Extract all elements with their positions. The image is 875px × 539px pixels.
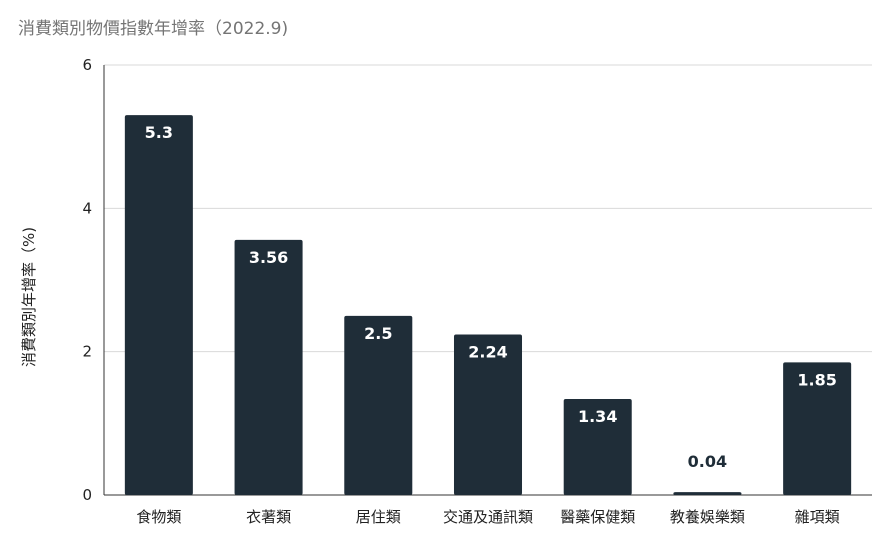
bars [124, 115, 852, 496]
bar [234, 239, 303, 495]
y-axis-label: 消費類別年增率（%) [20, 227, 38, 367]
bar [563, 398, 632, 495]
y-tick-label: 0 [82, 486, 92, 504]
bar [783, 362, 852, 495]
bar [344, 315, 413, 495]
y-tick-label: 6 [82, 56, 92, 74]
y-tick-label: 2 [82, 343, 92, 361]
x-tick-label: 教養娛樂類 [670, 508, 745, 526]
data-label: 1.34 [578, 407, 617, 426]
bar [124, 115, 193, 496]
labels: 0 2 4 6 5.3 食物類 3.56 衣著類 2.5 居住類 2.24 交通及通訊類 1.34 醫藥保… [82, 56, 839, 526]
data-label: 0.04 [688, 452, 727, 471]
data-label: 2.5 [364, 324, 392, 343]
x-tick-label: 雜項類 [795, 508, 840, 526]
bar [453, 334, 523, 495]
data-label: 1.85 [797, 370, 836, 389]
chart-title: 消費類別物價指數年增率（2022.9) [18, 19, 289, 39]
x-tick-label: 居住類 [356, 508, 401, 526]
y-tick-label: 4 [82, 199, 92, 217]
x-tick-label: 食物類 [136, 508, 181, 526]
x-tick-label: 衣著類 [246, 508, 291, 526]
x-tick-label: 醫藥保健類 [560, 508, 635, 526]
data-label: 5.3 [145, 123, 173, 142]
data-label: 3.56 [249, 248, 288, 267]
data-label: 2.24 [468, 342, 507, 361]
bar [673, 492, 742, 495]
gridlines [104, 64, 872, 353]
x-tick-label: 交通及通訊類 [443, 508, 533, 526]
